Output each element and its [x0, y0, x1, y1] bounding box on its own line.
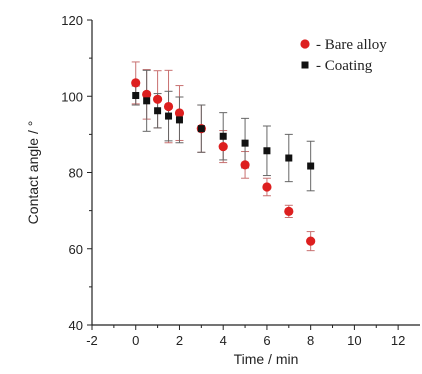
- bare-alloy-point: [240, 160, 250, 170]
- coating-point: [197, 125, 205, 133]
- bare-alloy-point: [306, 236, 316, 246]
- coating-point: [263, 147, 271, 155]
- x-tick-label: 12: [391, 333, 405, 348]
- y-tick-label: 60: [69, 242, 83, 257]
- axes: -2 0 2 4 6 8 10 12 40 60 80 100 120: [61, 13, 420, 348]
- coating-point: [132, 91, 140, 99]
- bare-alloy-point: [153, 94, 163, 104]
- legend: - Bare alloy - Coating: [300, 37, 387, 74]
- legend-square-marker: [301, 61, 309, 69]
- bare-alloy-point: [284, 206, 294, 216]
- bare-alloy-point: [142, 89, 152, 99]
- y-tick-label: 80: [69, 166, 83, 181]
- bare-alloy-point: [262, 182, 272, 192]
- coating-point: [241, 139, 249, 147]
- y-tick-label: 40: [69, 318, 83, 333]
- data-markers: [131, 78, 316, 246]
- bare-alloy-point: [174, 108, 185, 118]
- coating-point: [175, 116, 183, 124]
- legend-circle-marker: [300, 39, 310, 49]
- legend-label: - Coating: [316, 58, 373, 74]
- bare-alloy-point: [163, 101, 174, 112]
- x-tick-label: 2: [176, 333, 183, 348]
- coating-point: [154, 107, 162, 115]
- y-axis-title: Contact angle / °: [25, 121, 41, 225]
- x-tick-label: -2: [86, 333, 98, 348]
- legend-item: - Bare alloy: [300, 37, 387, 53]
- x-axis-title: Time / min: [234, 351, 299, 367]
- bare-alloy-point: [218, 141, 228, 152]
- y-tick-label: 120: [61, 13, 83, 28]
- x-tick-label: 6: [263, 333, 270, 348]
- coating-point: [285, 154, 293, 162]
- legend-label: - Bare alloy: [316, 37, 387, 53]
- x-tick-label: 4: [220, 333, 227, 348]
- bare-alloy-point: [131, 78, 141, 88]
- coating-point: [219, 132, 227, 140]
- legend-item: - Coating: [301, 58, 373, 74]
- x-tick-label: 0: [132, 333, 139, 348]
- coating-point: [165, 112, 173, 120]
- x-tick-label: 8: [307, 333, 314, 348]
- x-tick-label: 10: [347, 333, 361, 348]
- coating-point: [307, 162, 315, 170]
- coating-point: [143, 97, 151, 105]
- y-tick-label: 100: [61, 89, 83, 104]
